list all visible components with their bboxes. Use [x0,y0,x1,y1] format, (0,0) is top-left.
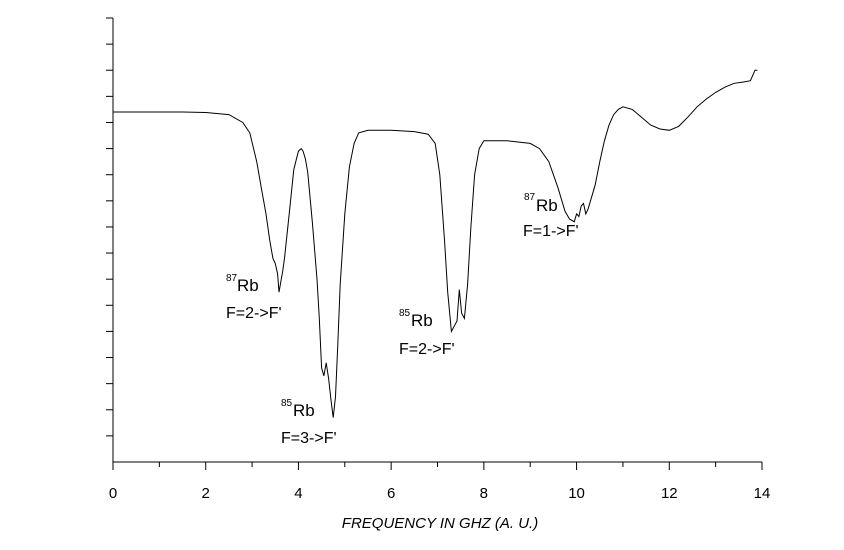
element-label: Rb [293,401,315,420]
x-tick-label: 4 [294,485,302,502]
x-tick-label: 10 [568,485,585,502]
x-tick-labels: 0 2 4 6 8 10 12 14 [109,485,771,502]
x-tick-label: 14 [754,485,771,502]
x-tick-label: 8 [480,485,488,502]
element-label: Rb [411,311,433,330]
annotation-rb85-f3: 85 Rb F=3->F' [281,398,337,447]
isotope-label: 85 [399,308,411,319]
x-tick-label: 0 [109,485,117,502]
isotope-label: 87 [226,273,238,284]
transition-label: F=1->F' [523,223,579,240]
transition-label: F=3->F' [281,430,337,447]
x-tick-label: 2 [202,485,210,502]
annotation-rb87-f1: 87 Rb F=1->F' [523,192,579,240]
annotation-rb85-f2: 85 Rb F=2->F' [399,308,455,358]
y-ticks [106,17,113,437]
x-tick-label: 6 [387,485,395,502]
annotation-rb87-f2: 87 Rb F=2->F' [226,273,282,322]
isotope-label: 85 [281,398,293,409]
element-label: Rb [536,196,558,215]
element-label: Rb [237,276,259,295]
transition-label: F=2->F' [399,341,455,358]
isotope-label: 87 [524,192,536,203]
transition-label: F=2->F' [226,305,282,322]
x-ticks [112,462,763,470]
x-axis-title: FREQUENCY IN GHZ (A. U.) [342,515,538,532]
x-tick-label: 12 [661,485,678,502]
spectrum-line [113,69,758,418]
peak-annotations: 87 Rb F=2->F' 85 Rb F=3->F' 85 Rb F=2->F… [226,192,579,447]
